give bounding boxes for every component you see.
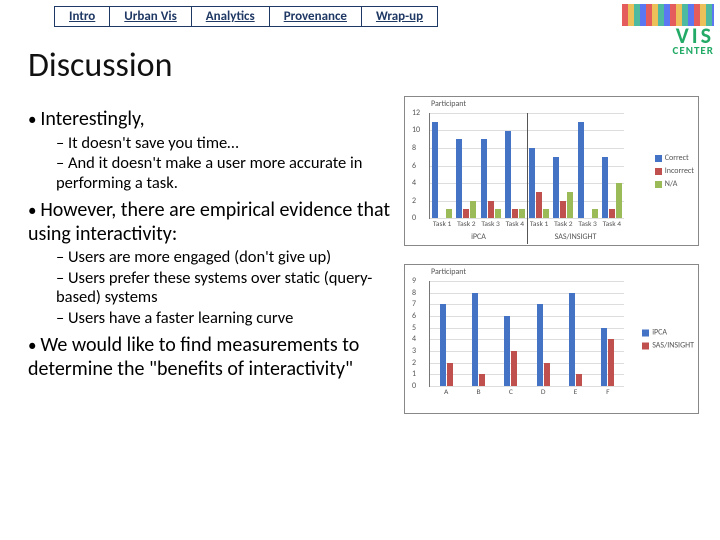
bullet-1-1: Users prefer these systems over static (… [56, 269, 398, 308]
logo-text: VIS [622, 26, 714, 46]
chart-tasks: Participant 024681012Task 1Task 2Task 3T… [404, 96, 699, 246]
logo-subtext: CENTER [622, 46, 714, 56]
tab-intro[interactable]: Intro [54, 6, 109, 27]
chart1-title: Participant [431, 99, 466, 109]
bullet-1-0: Users are more engaged (don't give up) [56, 248, 398, 267]
bullet-0-1: And it doesn't make a user more accurate… [56, 154, 398, 193]
bullet-0: Interestingly, [40, 107, 144, 131]
chart2-legend: iPCASAS/INSIGHT [642, 325, 694, 354]
page-title: Discussion [28, 45, 720, 86]
bullet-text: Interestingly, It doesn't save you time…… [28, 86, 398, 432]
chart1-legend: CorrectIncorrectN/A [655, 150, 694, 192]
bullet-1-2: Users have a faster learning curve [56, 309, 398, 328]
tab-urban-vis[interactable]: Urban Vis [109, 6, 190, 27]
bullet-1: However, there are empirical evidence th… [28, 198, 390, 246]
chart-preference: Participant 0123456789ABCDEF iPCASAS/INS… [404, 264, 699, 414]
chart2-title: Participant [431, 267, 466, 277]
vis-center-logo: VIS CENTER [622, 4, 714, 60]
tab-provenance[interactable]: Provenance [269, 6, 361, 27]
nav-tabs: Intro Urban Vis Analytics Provenance Wra… [0, 0, 720, 27]
bullet-2: We would like to find measurements to de… [28, 333, 359, 381]
tab-wrap-up[interactable]: Wrap-up [361, 6, 438, 27]
bullet-0-0: It doesn't save you time… [56, 134, 398, 153]
tab-analytics[interactable]: Analytics [191, 6, 269, 27]
